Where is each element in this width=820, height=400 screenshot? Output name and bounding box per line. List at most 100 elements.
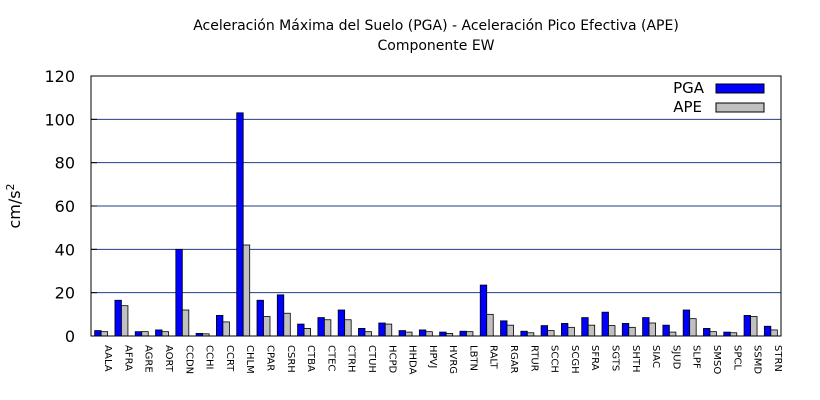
bar-pga-rgar [500, 320, 508, 337]
x-tick-label: SCGH [569, 345, 580, 374]
x-tick-label: LBTN [467, 345, 478, 371]
legend: PGA APE [673, 79, 765, 116]
bar-pga-hpvj [418, 329, 427, 337]
bar-pga-ralt [479, 284, 488, 337]
x-tick-label: HVRG [447, 345, 458, 374]
y-tick-label: 120 [44, 67, 75, 86]
x-tick-label: AFRA [122, 345, 133, 371]
bar-pga-ctuh [358, 328, 366, 337]
bar-pga-sgts [601, 311, 609, 337]
x-tick-label: CSRH [285, 345, 296, 373]
bar-pga-csrh [276, 294, 285, 337]
bar-ape-ralt [486, 313, 494, 337]
x-tick-label: SHTH [630, 345, 641, 373]
y-axis-label: cm/s2 [4, 183, 24, 228]
x-tick-label: SPCL [731, 345, 742, 370]
bar-pga-ssmd [743, 315, 751, 337]
x-tick-label: CTBA [305, 345, 316, 372]
x-tick-label: HCPD [386, 345, 397, 374]
x-tick-label: CTEC [325, 345, 336, 371]
y-tick-label: 0 [65, 327, 75, 346]
bar-ape-sfra [587, 324, 596, 337]
x-tick-label: SGTS [610, 345, 621, 371]
x-tick-label: CPAR [265, 345, 276, 371]
x-tick-label: SJUD [670, 345, 681, 370]
bar-pga-chlm [236, 112, 244, 337]
bar-ape-ctba [303, 328, 311, 337]
bar-ape-ctrh [344, 319, 352, 337]
bar-pga-hhda [398, 330, 406, 337]
bar-pga-ccdn [175, 248, 183, 337]
x-tick-label: CTRH [346, 345, 357, 373]
bar-pga-hcpd [378, 322, 386, 337]
bar-ape-ctuh [364, 331, 372, 337]
bar-pga-smso [703, 328, 711, 337]
x-tick-label: AGRE [143, 345, 154, 373]
x-tick-label: SFRA [589, 345, 600, 371]
bar-pga-ctba [297, 323, 305, 337]
bar-pga-sfra [581, 317, 589, 337]
bar-pga-slpf [682, 309, 691, 337]
bar-ape-ccdn [181, 309, 190, 337]
bar-ape-hhda [405, 331, 413, 337]
bar-pga-ccrt [216, 315, 224, 337]
bar-ape-ccrt [222, 321, 230, 337]
x-tick-label: HHDA [407, 345, 418, 375]
x-tick-label: SLPF [691, 345, 702, 369]
x-tick-label: SMSO [711, 345, 722, 374]
x-tick-label: CCHI [204, 345, 215, 369]
x-tick-label: CTUH [366, 345, 377, 373]
y-tick-label: 80 [55, 154, 75, 173]
x-tick-label: CCRT [224, 345, 235, 372]
bar-ape-csrh [283, 312, 291, 337]
bar-ape-aort [161, 331, 169, 337]
bar-ape-slpf [689, 318, 697, 337]
bar-ape-smso [709, 331, 717, 337]
bar-ape-hpvj [425, 331, 433, 337]
bar-ape-hcpd [384, 323, 393, 337]
legend-label-pga: PGA [673, 79, 705, 97]
bar-ape-ctec [323, 319, 332, 337]
y-tick-label: 20 [55, 284, 75, 303]
bar-ape-chlm [242, 244, 251, 337]
bar-ape-scgh [567, 326, 575, 337]
y-axis-label-unit: cm/s [5, 190, 24, 228]
x-tick-label: CHLM [244, 345, 255, 374]
bar-ape-cpar [263, 316, 271, 337]
bar-pga-scgh [561, 323, 569, 337]
gridlines [91, 118, 781, 294]
bar-pga-spcl [723, 331, 731, 337]
plot-frame [90, 75, 782, 337]
bar-pga-afra [114, 299, 122, 337]
y-axis-ticks: 0 20 40 60 80 100 120 [44, 67, 97, 346]
x-tick-label: RALT [488, 345, 499, 370]
legend-label-ape: APE [673, 98, 702, 116]
x-tick-label: SIAC [650, 345, 661, 368]
bar-ape-sjud [668, 331, 677, 337]
bar-ape-afra [121, 305, 129, 337]
bars [94, 112, 778, 337]
chart-title: Aceleración Máxima del Suelo (PGA) - Ace… [193, 18, 679, 34]
bar-pga-ctrh [337, 309, 346, 337]
y-axis-label-exponent: 2 [4, 183, 17, 190]
bar-ape-lbtn [466, 331, 474, 337]
bar-ape-rgar [506, 324, 514, 337]
legend-swatch-ape [715, 102, 765, 113]
bar-pga-aala [94, 330, 102, 337]
bar-ape-agre [141, 331, 149, 337]
bar-ape-siac [648, 322, 656, 337]
bar-pga-aort [155, 329, 163, 337]
bar-pga-siac [642, 317, 650, 337]
x-tick-label: STRN [772, 345, 783, 372]
bar-pga-rtur [520, 330, 528, 337]
bar-pga-strn [763, 325, 772, 337]
x-tick-label: RTUR [528, 345, 539, 372]
bar-ape-sgts [608, 325, 616, 337]
bar-pga-agre [134, 331, 143, 337]
x-axis-ticks: AALA AFRA AGRE AORT CCDN CCHI CCRT CHLM CPAR CSRH… [102, 345, 783, 375]
bar-pga-shth [621, 323, 630, 337]
bar-pga-scch [540, 325, 549, 337]
bar-pga-sjud [662, 324, 670, 337]
chart-subtitle: Componente EW [377, 38, 494, 54]
